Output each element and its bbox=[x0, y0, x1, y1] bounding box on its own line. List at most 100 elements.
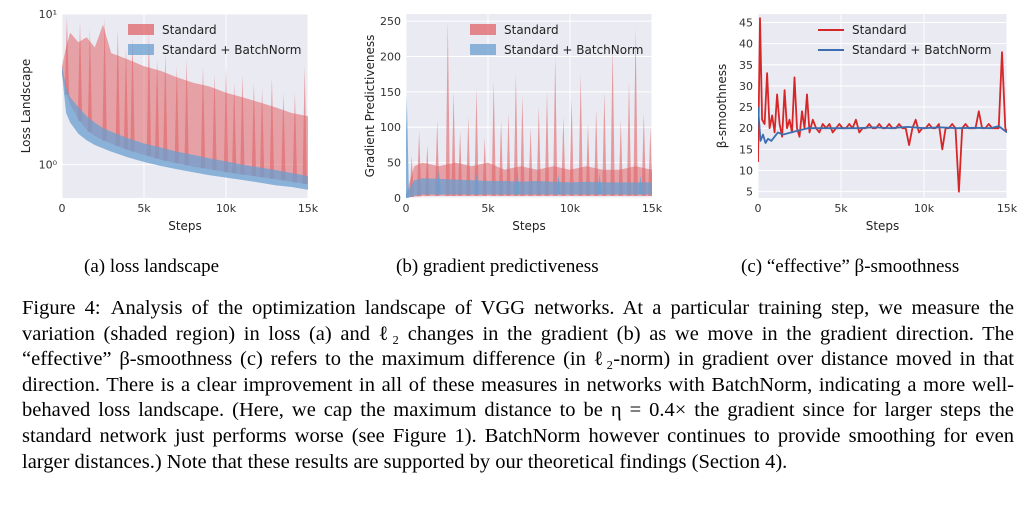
spike-standard bbox=[154, 59, 160, 159]
spike-standard bbox=[123, 47, 129, 150]
subcaption-b: (b) gradient predictiveness bbox=[396, 256, 599, 277]
legend-swatch-standard bbox=[470, 24, 496, 35]
spike-standard bbox=[451, 91, 456, 196]
chart-c-svg: 0 5k 10k 15k 5 10 15 20 25 30 35 40 45 Steps β-smoothn… bbox=[715, 14, 1018, 233]
figure-caption-text: Analysis of the optimization landscape o… bbox=[22, 297, 1015, 473]
spike-standard bbox=[648, 127, 652, 196]
x-tick-label: 5k bbox=[137, 202, 151, 215]
y-tick-label: 5 bbox=[746, 186, 753, 199]
spike-batchnorm bbox=[474, 173, 479, 195]
spike-standard bbox=[602, 91, 607, 196]
spike-batchnorm bbox=[515, 171, 520, 195]
spike-standard bbox=[585, 123, 591, 196]
y-tick-label: 50 bbox=[387, 157, 401, 170]
spike-standard bbox=[536, 106, 541, 196]
spike-standard bbox=[457, 130, 463, 196]
y-tick-label: 40 bbox=[739, 38, 753, 51]
plot-area bbox=[406, 21, 652, 198]
y-tick-label: 30 bbox=[739, 80, 753, 93]
spike-standard bbox=[223, 66, 229, 173]
spike-standard bbox=[506, 113, 511, 196]
spike-standard bbox=[618, 120, 623, 196]
spike-standard bbox=[578, 74, 583, 196]
y-tick-label: 10¹ bbox=[39, 8, 57, 21]
legend-label-batchnorm: Standard + BatchNorm bbox=[852, 43, 992, 57]
chart-loss-landscape: 0 5k 10k 15k 10⁰ 10¹ Steps Loss Landscape Standa… bbox=[0, 0, 325, 250]
y-axis-label: Loss Landscape bbox=[19, 59, 33, 154]
spike-standard bbox=[498, 120, 504, 196]
band-batchnorm bbox=[406, 178, 652, 198]
x-axis-label: Steps bbox=[866, 219, 900, 233]
subcaption-c: (c) “effective” β-smoothness bbox=[741, 256, 960, 277]
spike-batchnorm bbox=[638, 175, 643, 195]
legend-label-standard: Standard bbox=[852, 23, 907, 37]
chart-beta-smoothness: 0 5k 10k 15k 5 10 15 20 25 30 35 40 45 Steps β-smoothn… bbox=[700, 0, 1020, 250]
plot-area bbox=[62, 17, 308, 190]
x-tick-label: 15k bbox=[298, 202, 319, 215]
y-tick-label: 10 bbox=[739, 165, 753, 178]
x-tick-label: 15k bbox=[997, 202, 1018, 215]
x-axis-label: Steps bbox=[168, 219, 202, 233]
spike-standard bbox=[64, 17, 70, 95]
x-tick-label: 10k bbox=[914, 202, 935, 215]
spike-standard bbox=[200, 66, 206, 169]
chart-a-svg: 0 5k 10k 15k 10⁰ 10¹ Steps Loss Landscape Standa… bbox=[19, 8, 319, 233]
spike-standard bbox=[633, 28, 638, 196]
spike-standard bbox=[130, 37, 135, 152]
spike-standard bbox=[474, 88, 479, 196]
y-tick-label: 150 bbox=[380, 86, 401, 99]
x-axis-label: Steps bbox=[512, 219, 546, 233]
y-tick-label: 100 bbox=[380, 121, 401, 134]
line-batchnorm bbox=[758, 107, 1007, 144]
spike-standard bbox=[77, 20, 83, 122]
chart-b-svg: 0 5k 10k 15k 0 50 100 150 200 250 Steps Gradient Pr… bbox=[363, 14, 663, 233]
spike-standard bbox=[240, 73, 245, 175]
y-tick-label: 15 bbox=[739, 143, 753, 156]
spike-standard bbox=[212, 73, 217, 171]
spike-batchnorm bbox=[436, 169, 441, 195]
x-tick-label: 10k bbox=[560, 202, 581, 215]
plot-area bbox=[758, 17, 1007, 193]
x-tick-label: 0 bbox=[755, 202, 762, 215]
spike-standard bbox=[445, 21, 450, 196]
chart-gradient-predictiveness: 0 5k 10k 15k 0 50 100 150 200 250 Steps Gradient Pr… bbox=[350, 0, 675, 250]
spike-standard bbox=[641, 113, 646, 196]
y-tick-label: 250 bbox=[380, 15, 401, 28]
spike-standard bbox=[115, 28, 120, 147]
band-batchnorm bbox=[62, 66, 308, 190]
spike-standard bbox=[174, 66, 179, 164]
y-tick-label: 45 bbox=[739, 16, 753, 29]
x-tick-label: 0 bbox=[403, 202, 410, 215]
spike-batchnorm bbox=[556, 174, 561, 195]
legend-label-batchnorm: Standard + BatchNorm bbox=[162, 43, 302, 57]
legend-label-standard: Standard bbox=[162, 23, 217, 37]
spike-standard bbox=[520, 95, 525, 196]
spike-standard bbox=[163, 53, 168, 161]
legend-swatch-batchnorm bbox=[128, 44, 154, 55]
y-tick-label: 35 bbox=[739, 59, 753, 72]
plot-background bbox=[758, 14, 1007, 198]
spike-batchnorm bbox=[597, 173, 602, 195]
spike-standard bbox=[102, 17, 107, 141]
y-axis-label: β-smoothness bbox=[715, 64, 729, 148]
spike-standard bbox=[544, 91, 550, 196]
spike-batchnorm bbox=[406, 95, 409, 198]
figure-caption: Figure 4: Analysis of the optimization l… bbox=[22, 296, 1014, 475]
spike-standard bbox=[146, 32, 152, 157]
spike-standard bbox=[269, 77, 275, 179]
y-axis-label: Gradient Predictiveness bbox=[363, 35, 377, 178]
legend-swatch-standard bbox=[128, 24, 154, 35]
spike-standard bbox=[569, 98, 574, 196]
spike-standard bbox=[528, 127, 533, 196]
spike-standard bbox=[561, 116, 566, 196]
figure-caption-label: Figure 4: bbox=[22, 297, 101, 319]
spike-standard bbox=[626, 81, 632, 196]
spike-standard bbox=[87, 28, 93, 133]
y-tick-label: 0 bbox=[394, 192, 401, 205]
x-tick-label: 5k bbox=[834, 202, 848, 215]
y-tick-label: 25 bbox=[739, 101, 753, 114]
spike-standard bbox=[184, 59, 189, 166]
x-tick-label: 5k bbox=[481, 202, 495, 215]
spike-standard bbox=[281, 92, 286, 181]
spike-standard bbox=[292, 92, 298, 183]
